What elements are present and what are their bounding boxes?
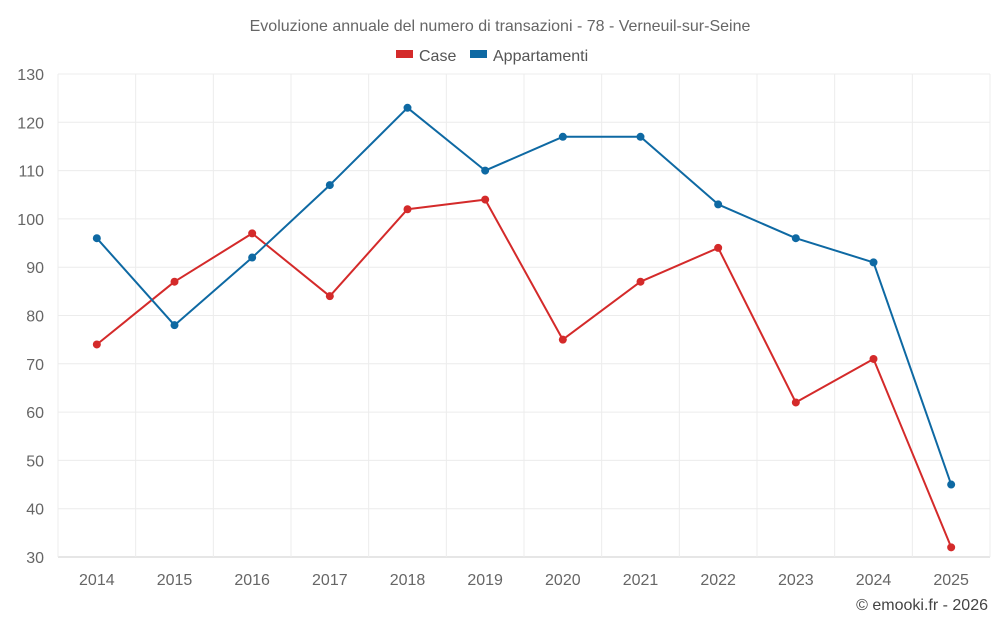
y-tick-label: 90 (26, 260, 44, 277)
y-tick-label: 100 (17, 212, 44, 229)
data-point-appartamenti-2017[interactable] (325, 181, 334, 190)
x-tick-label: 2017 (312, 572, 348, 589)
data-point-appartamenti-2019[interactable] (481, 166, 490, 175)
data-point-case-2025[interactable] (947, 543, 956, 552)
y-tick-label: 30 (26, 550, 44, 567)
x-tick-label: 2014 (79, 572, 115, 589)
series-line-case (96, 198, 953, 548)
data-point-case-2018[interactable] (403, 205, 412, 214)
data-point-case-2017[interactable] (325, 292, 334, 301)
y-tick-label: 40 (26, 502, 44, 519)
data-point-appartamenti-2021[interactable] (636, 132, 645, 141)
data-point-case-2023[interactable] (791, 398, 800, 407)
x-tick-label: 2024 (856, 572, 892, 589)
data-point-case-2020[interactable] (558, 335, 567, 344)
x-tick-label: 2023 (778, 572, 814, 589)
data-point-case-2014[interactable] (92, 340, 101, 349)
grid (57, 73, 991, 558)
x-tick-label: 2022 (700, 572, 736, 589)
y-tick-label: 70 (26, 357, 44, 374)
x-tick-label: 2016 (234, 572, 270, 589)
data-point-appartamenti-2016[interactable] (248, 253, 257, 262)
x-tick-label: 2018 (390, 572, 426, 589)
y-tick-label: 120 (17, 115, 44, 132)
data-point-appartamenti-2025[interactable] (947, 480, 956, 489)
legend-swatch-appartamenti (470, 50, 487, 58)
legend: Case Appartamenti (396, 48, 588, 65)
chart-title: Evoluzione annuale del numero di transaz… (250, 18, 751, 35)
data-point-case-2022[interactable] (714, 243, 723, 252)
legend-swatch-case (396, 50, 413, 58)
data-point-appartamenti-2018[interactable] (403, 103, 412, 112)
credit-text: © emooki.fr - 2026 (856, 597, 988, 614)
legend-label-case[interactable]: Case (419, 48, 456, 65)
data-point-appartamenti-2020[interactable] (558, 132, 567, 141)
data-point-case-2024[interactable] (869, 354, 878, 363)
y-axis-ticks: 30 40 50 60 70 80 90 100 110 120 130 (17, 67, 44, 567)
y-tick-label: 80 (26, 309, 44, 326)
x-tick-label: 2025 (933, 572, 969, 589)
y-tick-label: 110 (18, 164, 44, 181)
x-tick-label: 2015 (157, 572, 193, 589)
data-point-case-2019[interactable] (481, 195, 490, 204)
data-point-appartamenti-2014[interactable] (92, 234, 101, 243)
x-tick-label: 2020 (545, 572, 581, 589)
y-tick-label: 130 (17, 67, 44, 84)
x-tick-label: 2021 (623, 572, 659, 589)
data-point-appartamenti-2022[interactable] (714, 200, 723, 209)
data-point-appartamenti-2023[interactable] (791, 234, 800, 243)
x-axis-ticks: 2014 2015 2016 2017 2018 2019 2020 2021 2022 2023… (79, 572, 969, 589)
series-case (92, 195, 956, 552)
data-point-case-2016[interactable] (248, 229, 257, 238)
x-tick-label: 2019 (467, 572, 503, 589)
series (92, 103, 956, 552)
y-tick-label: 50 (26, 453, 44, 470)
data-point-appartamenti-2015[interactable] (170, 321, 179, 330)
series-line-appartamenti (96, 106, 953, 485)
series-appartamenti (92, 103, 956, 489)
y-tick-label: 60 (26, 405, 44, 422)
data-point-case-2015[interactable] (170, 277, 179, 286)
data-point-case-2021[interactable] (636, 277, 645, 286)
data-point-appartamenti-2024[interactable] (869, 258, 878, 267)
legend-label-appartamenti[interactable]: Appartamenti (493, 48, 588, 65)
